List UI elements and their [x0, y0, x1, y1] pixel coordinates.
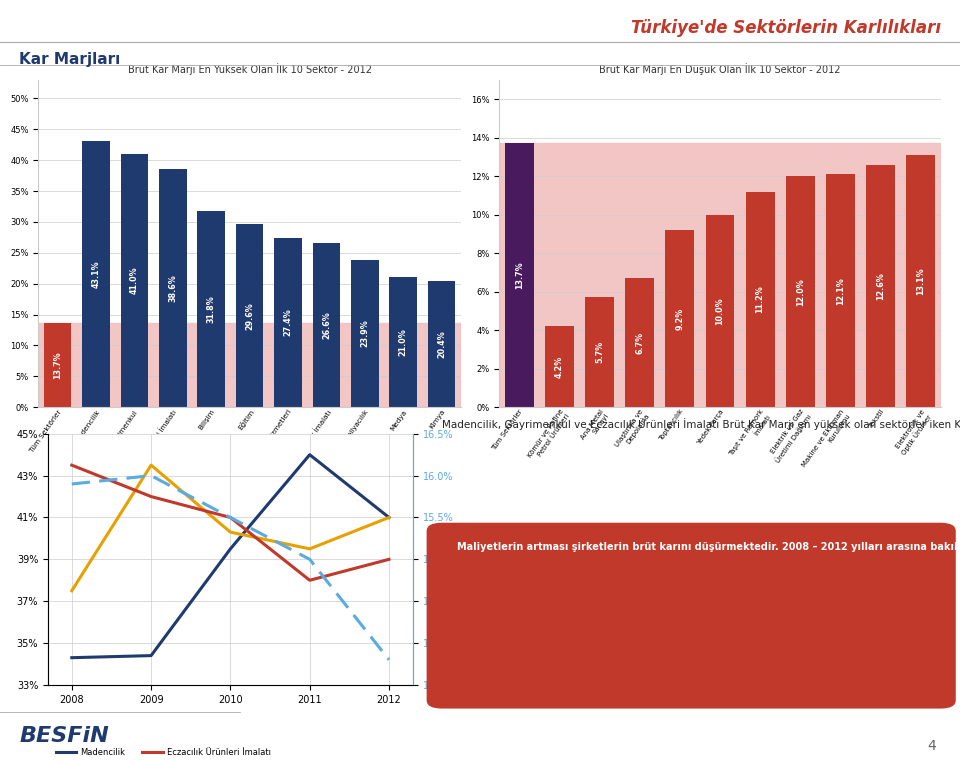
Text: 4.2%: 4.2%	[555, 355, 564, 378]
Bar	[83, 141, 109, 407]
FancyBboxPatch shape	[426, 523, 956, 708]
Bar	[505, 143, 534, 407]
Text: 12.0%: 12.0%	[796, 278, 804, 305]
Text: BESFiN: BESFiN	[19, 726, 108, 746]
Text: 5.7%: 5.7%	[595, 341, 604, 363]
Bar	[236, 224, 263, 407]
Text: 13.1%: 13.1%	[916, 267, 925, 295]
Legend: Madencilik, Gayrimenkul, Eczacılık Ürünleri İmalatı, Tüm Sektörler: Madencilik, Gayrimenkul, Eczacılık Ürünl…	[52, 744, 275, 761]
Bar	[38, 323, 461, 407]
Text: 10.0%: 10.0%	[715, 297, 725, 325]
Bar	[625, 279, 654, 407]
Bar	[545, 326, 574, 407]
Bar	[585, 298, 614, 407]
Text: Madencilik, Gayrimenkul ve Eczacılık Ürünleri İmalatı Brüt Kar Marjı en yüksek o: Madencilik, Gayrimenkul ve Eczacılık Ürü…	[442, 419, 960, 431]
Text: 12.6%: 12.6%	[876, 272, 885, 300]
Title: Brüt Kar Marjı En Düşük Olan İlk 10 Sektör - 2012: Brüt Kar Marjı En Düşük Olan İlk 10 Sekt…	[599, 63, 841, 75]
Text: 13.7%: 13.7%	[515, 262, 524, 289]
Bar	[351, 260, 378, 407]
Bar	[275, 238, 301, 407]
Text: 27.4%: 27.4%	[283, 309, 293, 336]
Text: 13.7%: 13.7%	[53, 351, 62, 379]
Text: 43.1%: 43.1%	[91, 260, 101, 288]
Text: 23.9%: 23.9%	[360, 320, 370, 347]
Text: 21.0%: 21.0%	[398, 329, 408, 356]
Bar	[159, 169, 186, 407]
Text: 6.7%: 6.7%	[636, 332, 644, 354]
Bar	[390, 278, 417, 407]
Bar	[198, 211, 225, 407]
Bar	[665, 230, 694, 407]
Text: 4: 4	[927, 740, 936, 753]
Text: 12.1%: 12.1%	[836, 277, 845, 304]
Bar	[313, 243, 340, 407]
Bar	[428, 281, 455, 407]
Title: Brüt Kar Marjı En Yüksek Olan İlk 10 Sektör - 2012: Brüt Kar Marjı En Yüksek Olan İlk 10 Sek…	[128, 63, 372, 75]
Bar	[499, 143, 941, 407]
Text: Maliyetlerin artması şirketlerin brüt karını düşürmektedir. 2008 – 2012 yılları : Maliyetlerin artması şirketlerin brüt ka…	[457, 540, 960, 552]
Bar	[866, 164, 895, 407]
Bar	[706, 215, 734, 407]
Text: 38.6%: 38.6%	[168, 274, 178, 302]
Text: 20.4%: 20.4%	[437, 330, 446, 358]
Bar	[44, 323, 71, 407]
Bar	[906, 155, 935, 407]
Text: 31.8%: 31.8%	[206, 295, 216, 323]
Text: Türkiye'de Sektörlerin Karlılıkları: Türkiye'de Sektörlerin Karlılıkları	[631, 19, 941, 37]
Text: 26.6%: 26.6%	[322, 311, 331, 339]
Text: 41.0%: 41.0%	[130, 267, 139, 295]
Text: 29.6%: 29.6%	[245, 302, 254, 330]
Bar	[826, 174, 855, 407]
Text: Kar Marjları: Kar Marjları	[19, 52, 120, 67]
Bar	[746, 192, 775, 407]
Text: 11.2%: 11.2%	[756, 285, 765, 314]
Text: 9.2%: 9.2%	[675, 307, 684, 330]
Bar	[786, 176, 815, 407]
Bar	[121, 154, 148, 407]
